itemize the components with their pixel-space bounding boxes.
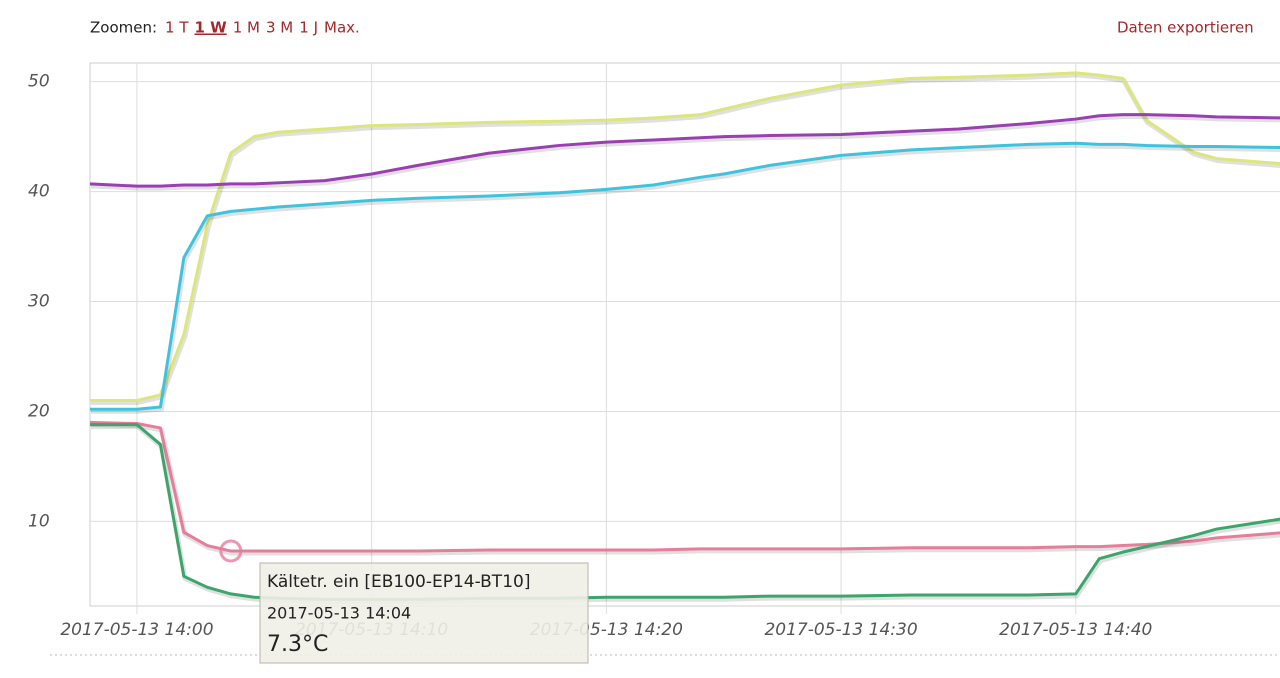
- x-tick-label: 2017-05-13 14:30: [764, 620, 917, 640]
- series-line: [89, 113, 1280, 188]
- series-line: [90, 141, 1280, 411]
- series-line: [90, 423, 1280, 601]
- y-tick-label: 20: [28, 401, 50, 421]
- line-shadow: [90, 114, 1280, 191]
- line-shadow: [90, 421, 1280, 556]
- series-line: [89, 420, 1280, 553]
- line-shadow: [91, 142, 1280, 414]
- series-line: [90, 71, 1280, 402]
- tooltip-value: 7.3°C: [267, 632, 328, 657]
- zoom-option[interactable]: 1 W: [195, 19, 228, 37]
- zoom-option[interactable]: 1 T: [165, 19, 189, 37]
- zoom-option[interactable]: 3 M: [266, 19, 293, 37]
- zoom-option[interactable]: 1 J: [299, 19, 318, 37]
- tooltip-box: [259, 562, 589, 664]
- y-tick-label: 10: [28, 511, 50, 531]
- export-link[interactable]: Daten exportieren: [1117, 19, 1254, 37]
- tooltip-time: 2017-05-13 14:04: [267, 604, 411, 623]
- plot-area: [89, 62, 1280, 607]
- hover-marker: [219, 539, 243, 563]
- x-tick-label: 2017-05-13 14:40: [999, 620, 1152, 640]
- x-tick-label: 2017-05-13 14:00: [60, 620, 213, 640]
- y-tick-label: 40: [28, 182, 50, 202]
- zoom-option[interactable]: 1 M: [233, 19, 260, 37]
- line-shadow: [91, 424, 1280, 604]
- line-shadow: [91, 72, 1280, 405]
- zoom-label: Zoomen:: [90, 19, 157, 37]
- zoom-option[interactable]: Max.: [324, 19, 360, 37]
- y-tick-label: 50: [28, 72, 50, 92]
- y-tick-label: 30: [28, 292, 50, 312]
- tooltip-series: Kältetr. ein [EB100-EP14-BT10]: [267, 572, 530, 592]
